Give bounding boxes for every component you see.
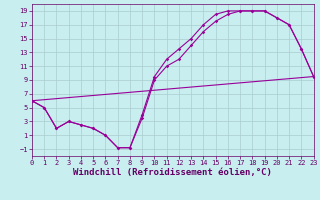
X-axis label: Windchill (Refroidissement éolien,°C): Windchill (Refroidissement éolien,°C) <box>73 168 272 177</box>
